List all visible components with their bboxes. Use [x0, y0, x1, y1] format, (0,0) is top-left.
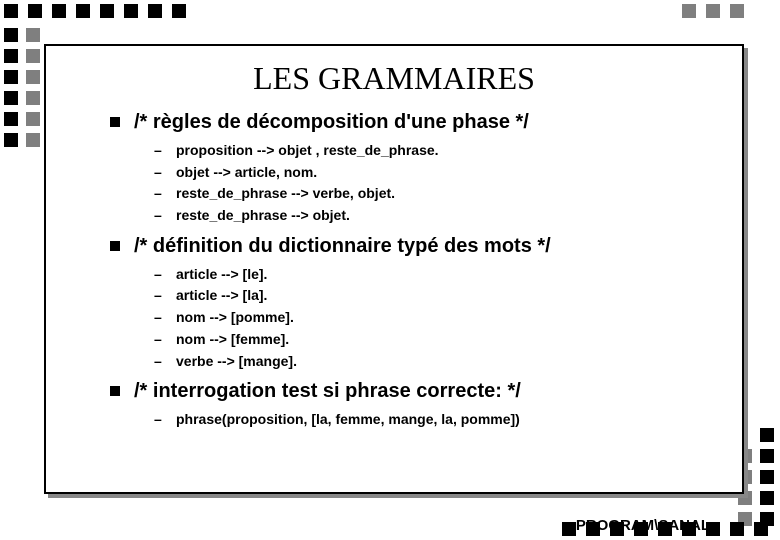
decor-top-right-row	[682, 4, 744, 18]
section-heading-text: /* règles de décomposition d'une phase *…	[134, 111, 529, 133]
list-item-text: nom --> [pomme].	[176, 309, 294, 325]
dash-icon: –	[154, 285, 162, 307]
list-item: –reste_de_phrase --> objet.	[176, 205, 742, 227]
list-item: –phrase(proposition, [la, femme, mange, …	[176, 409, 742, 431]
list-item: –proposition --> objet , reste_de_phrase…	[176, 140, 742, 162]
square-bullet-icon	[110, 241, 120, 251]
dash-icon: –	[154, 307, 162, 329]
dash-icon: –	[154, 183, 162, 205]
dash-icon: –	[154, 409, 162, 431]
list-item-text: article --> [le].	[176, 266, 267, 282]
list-item-text: reste_de_phrase --> verbe, objet.	[176, 185, 395, 201]
decor-top-row	[4, 4, 186, 18]
decor-right-col	[760, 428, 774, 526]
decor-left-col-faded	[26, 28, 40, 147]
list-item-text: objet --> article, nom.	[176, 164, 317, 180]
list-item: –objet --> article, nom.	[176, 162, 742, 184]
dash-icon: –	[154, 205, 162, 227]
section-heading-0: /* règles de décomposition d'une phase *…	[134, 111, 742, 134]
list-item-text: article --> [la].	[176, 287, 267, 303]
section-items-1: –article --> [le]. –article --> [la]. –n…	[176, 264, 742, 372]
section-heading-text: /* définition du dictionnaire typé des m…	[134, 235, 551, 257]
section-heading-2: /* interrogation test si phrase correcte…	[134, 380, 742, 403]
slide-frame: LES GRAMMAIRES /* règles de décompositio…	[44, 44, 744, 494]
dash-icon: –	[154, 162, 162, 184]
list-item: –reste_de_phrase --> verbe, objet.	[176, 183, 742, 205]
decor-left-col	[4, 28, 18, 147]
list-item-text: reste_de_phrase --> objet.	[176, 207, 350, 223]
section-items-0: –proposition --> objet , reste_de_phrase…	[176, 140, 742, 227]
list-item: –nom --> [femme].	[176, 329, 742, 351]
dash-icon: –	[154, 264, 162, 286]
dash-icon: –	[154, 140, 162, 162]
list-item: –article --> [la].	[176, 285, 742, 307]
list-item-text: proposition --> objet , reste_de_phrase.	[176, 142, 439, 158]
dash-icon: –	[154, 329, 162, 351]
section-heading-text: /* interrogation test si phrase correcte…	[134, 380, 521, 402]
square-bullet-icon	[110, 386, 120, 396]
list-item: –verbe --> [mange].	[176, 351, 742, 373]
slide-title: LES GRAMMAIRES	[46, 60, 742, 97]
footer-text: PROGRAM\SANAL	[576, 517, 710, 534]
section-items-2: –phrase(proposition, [la, femme, mange, …	[176, 409, 742, 431]
list-item: –nom --> [pomme].	[176, 307, 742, 329]
list-item: –article --> [le].	[176, 264, 742, 286]
square-bullet-icon	[110, 117, 120, 127]
dash-icon: –	[154, 351, 162, 373]
list-item-text: verbe --> [mange].	[176, 353, 297, 369]
list-item-text: phrase(proposition, [la, femme, mange, l…	[176, 411, 520, 427]
list-item-text: nom --> [femme].	[176, 331, 289, 347]
section-heading-1: /* définition du dictionnaire typé des m…	[134, 235, 742, 258]
